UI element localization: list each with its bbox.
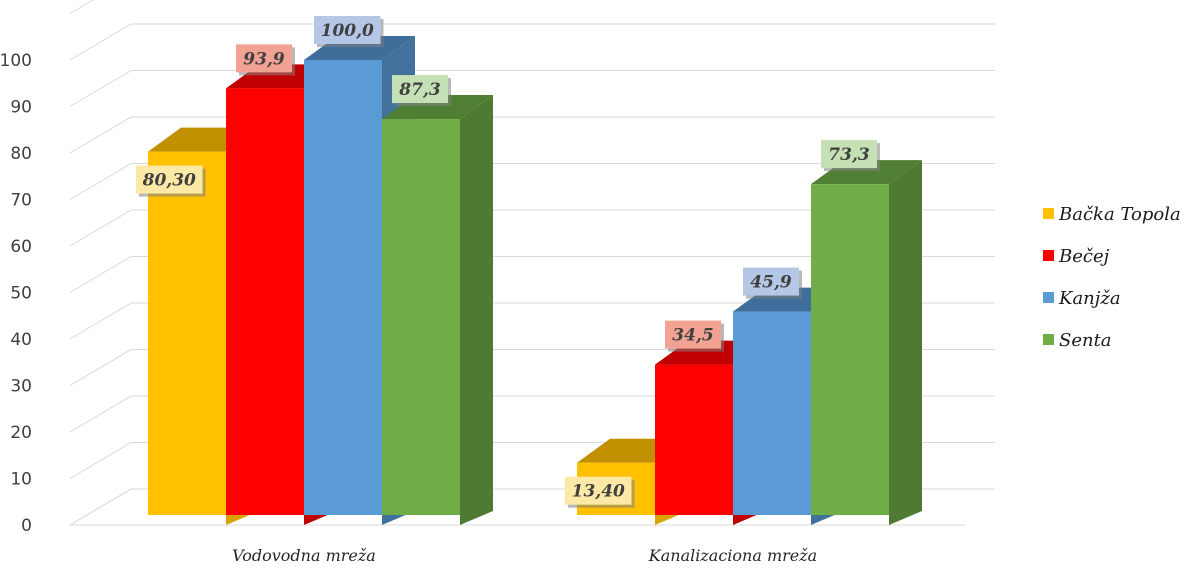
legend-swatch [1043, 208, 1054, 219]
bar-front [382, 119, 460, 516]
data-label: 45,9 [743, 267, 802, 299]
data-label-box [314, 16, 381, 44]
gridline-diagonal [69, 256, 132, 293]
data-label-text: 45,9 [750, 273, 792, 293]
data-label-box [743, 267, 799, 296]
data-label-text: 87,3 [398, 80, 441, 100]
x-tick-label: Vodovodna mreža [232, 546, 376, 565]
gridline-diagonal [69, 116, 132, 154]
bar-front [733, 311, 811, 515]
data-label: 93,9 [236, 44, 295, 76]
bar-1-4 [382, 95, 493, 526]
data-label-box [136, 165, 203, 194]
y-tick-label: 40 [10, 330, 32, 350]
legend-item: Bečej [1043, 246, 1110, 267]
gridline-diagonal [69, 209, 132, 247]
legend-label: Senta [1059, 330, 1112, 351]
data-label-box [665, 320, 721, 349]
y-tick-label: 80 [10, 144, 32, 164]
data-label: 13,40 [565, 476, 635, 508]
y-tick-label: 0 [21, 516, 32, 536]
legend-swatch [1043, 334, 1054, 345]
data-labels: 80,30 93,9 100,0 87,3 13,40 34,5 45,9 73,3 [136, 16, 880, 508]
y-axis: 0 10 20 30 40 50 60 70 80 90 100 [0, 51, 32, 536]
legend-swatch [1043, 250, 1054, 261]
data-label: 80,30 [136, 165, 206, 197]
gridline-diagonal [69, 395, 132, 433]
legend-label: Bečej [1058, 246, 1110, 267]
data-label-text: 73,3 [828, 145, 870, 165]
legend-item: Kanjža [1043, 288, 1121, 309]
y-tick-label: 60 [10, 237, 32, 257]
data-label-box [821, 140, 877, 169]
gridline-diagonal [69, 70, 132, 107]
bar-front [811, 184, 889, 515]
data-label-text: 100,0 [321, 21, 374, 41]
data-label: 87,3 [392, 75, 451, 107]
gridline-diagonal [69, 23, 132, 61]
bar-front [226, 88, 304, 516]
legend-swatch [1043, 292, 1054, 303]
gridline-diagonal [69, 488, 132, 526]
bar-front [655, 364, 733, 515]
data-label-text: 93,9 [243, 49, 285, 69]
y-tick-label: 10 [10, 470, 32, 490]
bar-2-4 [811, 160, 922, 525]
data-label-text: 80,30 [142, 171, 196, 191]
data-label: 73,3 [821, 140, 880, 172]
gridline-diagonal [69, 163, 132, 200]
bar-front [304, 60, 382, 515]
bar-side [460, 95, 493, 526]
data-label-text: 13,40 [572, 482, 625, 502]
bar-front [148, 151, 226, 516]
legend-label: Bačka Topola [1058, 204, 1181, 225]
y-tick-label: 20 [10, 423, 32, 443]
legend: Bačka Topola Bečej Kanjža Senta [1043, 204, 1181, 351]
data-label-text: 34,5 [672, 326, 713, 346]
legend-item: Bačka Topola [1043, 204, 1181, 225]
data-label-box [392, 75, 448, 104]
legend-item: Senta [1043, 330, 1112, 351]
data-label: 34,5 [665, 320, 724, 352]
bars [148, 36, 922, 526]
gridline-diagonal [69, 0, 94, 14]
x-axis: Vodovodna mreža Kanalizaciona mreža [232, 546, 817, 565]
data-label-box [236, 44, 292, 73]
legend-label: Kanjža [1058, 288, 1121, 309]
gridline-diagonal [69, 349, 132, 386]
y-tick-label: 100 [0, 51, 32, 71]
gridline-diagonal [69, 442, 132, 479]
y-tick-label: 70 [10, 191, 32, 211]
data-label-box [565, 476, 632, 505]
gridline-diagonal [69, 302, 132, 340]
y-tick-label: 50 [10, 284, 32, 304]
x-tick-label: Kanalizaciona mreža [648, 546, 817, 565]
y-tick-label: 90 [10, 98, 32, 118]
data-label: 100,0 [314, 16, 384, 47]
bar-side [889, 160, 922, 525]
y-tick-label: 30 [10, 377, 32, 397]
